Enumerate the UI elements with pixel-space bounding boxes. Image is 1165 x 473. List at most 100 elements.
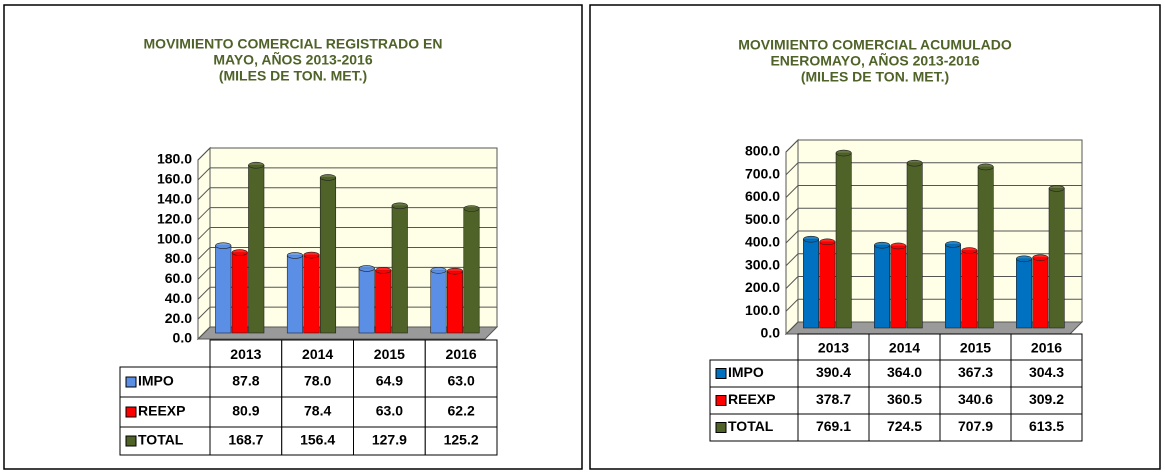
grid-line — [785, 298, 799, 312]
data-label: 63.0 — [376, 403, 403, 419]
grid-line — [785, 276, 799, 289]
data-label: 340.6 — [958, 391, 993, 407]
table-cell — [868, 333, 941, 361]
bar — [375, 270, 392, 334]
y-tick-label: 160.0 — [157, 171, 192, 187]
chart-title: MOVIMIENTO COMERCIAL ACUMULADO — [738, 37, 1012, 53]
category-label: 2013 — [230, 346, 261, 362]
legend-swatch — [715, 422, 727, 433]
y-tick-label: 500.0 — [745, 211, 780, 227]
bar-cap — [819, 238, 836, 246]
legend-label: TOTAL — [728, 418, 774, 434]
bar-cap — [215, 242, 232, 249]
y-tick-label: 600.0 — [745, 188, 780, 204]
grid-line — [197, 326, 211, 340]
data-label: 62.2 — [448, 403, 475, 419]
data-label: 168.7 — [228, 432, 263, 448]
table-cell — [209, 396, 283, 428]
grid-line — [197, 207, 211, 221]
legend-swatch — [715, 395, 727, 406]
y-tick-label: 400.0 — [745, 234, 780, 250]
grid-line — [197, 187, 211, 201]
y-tick-label: 700.0 — [745, 165, 780, 181]
bar-cap — [286, 252, 304, 259]
grid-line — [197, 147, 211, 161]
grid-line — [785, 185, 799, 198]
bar — [1032, 257, 1049, 329]
data-label: 707.9 — [958, 418, 993, 434]
legend-label: IMPO — [138, 373, 174, 389]
data-label: 127.9 — [372, 432, 407, 448]
bar — [319, 177, 337, 334]
y-tick-label: 0.0 — [173, 330, 193, 346]
grid-line — [197, 266, 211, 280]
bar-cap — [248, 161, 265, 169]
y-tick-label: 300.0 — [745, 256, 780, 272]
table-cell — [424, 366, 498, 398]
data-label: 304.3 — [1029, 364, 1064, 380]
chart-title: (MILES DE TON. MET.) — [219, 68, 367, 84]
y-tick-label: 800.0 — [745, 143, 780, 159]
category-label: 2015 — [960, 340, 991, 356]
table-cell — [868, 359, 941, 388]
bar-cap — [874, 241, 890, 249]
legend-label: REEXP — [138, 403, 185, 419]
category-label: 2014 — [889, 340, 920, 356]
y-tick-label: 120.0 — [157, 210, 192, 226]
data-label: 87.8 — [232, 373, 259, 389]
bar — [358, 268, 375, 334]
y-tick-label: 180.0 — [157, 151, 192, 167]
panel-border — [589, 4, 1161, 470]
y-tick-label: 140.0 — [157, 190, 192, 206]
bar — [803, 238, 819, 329]
data-label: 309.2 — [1029, 391, 1064, 407]
table-cell — [939, 386, 1012, 415]
data-label: 364.0 — [887, 364, 922, 380]
bar-cap — [446, 267, 464, 275]
bar — [1016, 258, 1032, 329]
data-label: 769.1 — [816, 418, 851, 434]
grid-line — [197, 167, 211, 181]
grid-line — [197, 286, 211, 300]
table-cell — [119, 396, 211, 428]
bar — [906, 162, 923, 329]
bar-cap — [945, 241, 961, 248]
data-label: 63.0 — [448, 373, 475, 389]
legend-label: REEXP — [728, 391, 775, 407]
data-label: 378.7 — [816, 391, 851, 407]
bar-cap — [375, 267, 392, 274]
bar — [303, 254, 320, 334]
table-cell — [209, 366, 283, 398]
bar-cap — [430, 267, 447, 274]
table-cell — [281, 426, 354, 456]
bar-cap — [463, 205, 480, 212]
data-label: 390.4 — [816, 364, 851, 380]
legend-swatch — [125, 435, 137, 447]
data-label: 80.9 — [232, 403, 259, 419]
table-cell — [424, 426, 498, 456]
bar-cap — [1016, 255, 1032, 263]
bar-cap — [803, 235, 819, 243]
bar — [248, 164, 265, 334]
chart-title: MOVIMIENTO COMERCIAL REGISTRADO EN — [144, 36, 443, 52]
y-tick-label: 40.0 — [165, 290, 192, 306]
data-label: 360.5 — [887, 391, 922, 407]
category-label: 2014 — [302, 346, 333, 362]
bar-cap — [1048, 185, 1065, 192]
grid-line — [785, 139, 799, 153]
table-cell — [209, 426, 283, 456]
table-cell — [1010, 333, 1083, 361]
bar-cap — [977, 163, 994, 171]
data-label: 78.0 — [304, 373, 331, 389]
bar-cap — [890, 242, 907, 250]
bar — [961, 250, 978, 329]
bar — [446, 270, 464, 334]
bar — [835, 152, 852, 329]
bar — [874, 244, 890, 329]
side-wall — [197, 146, 211, 341]
grid-line — [785, 253, 799, 267]
y-tick-label: 200.0 — [745, 279, 780, 295]
data-label: 125.2 — [444, 432, 479, 448]
y-tick-label: 20.0 — [165, 310, 192, 326]
